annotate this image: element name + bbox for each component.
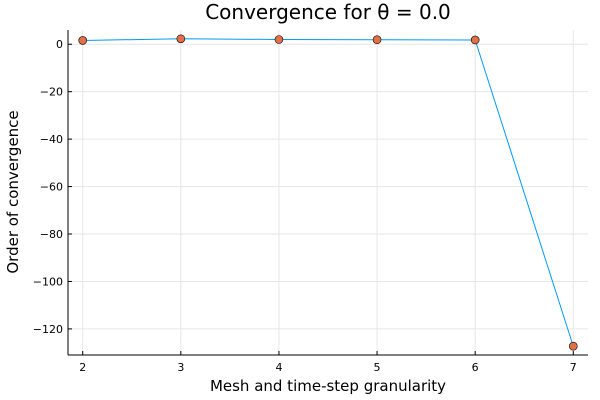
y-tick-label: −80 [40, 228, 63, 241]
ticks: 2 3 4 5 6 7 0 −20 −40 −60 −80 −100 −120 [33, 38, 577, 374]
y-tick-label: −60 [40, 181, 63, 194]
series [78, 34, 578, 351]
data-point [78, 36, 88, 45]
x-tick-label: 5 [374, 361, 381, 374]
x-tick-label: 3 [177, 361, 184, 374]
y-tick-label: −120 [33, 323, 63, 336]
data-point [470, 35, 480, 45]
x-tick-label: 6 [472, 361, 479, 374]
data-point [372, 35, 382, 45]
x-tick-label: 7 [570, 361, 577, 374]
y-axis-label: Order of convergence [4, 110, 22, 273]
series-line [82, 38, 574, 347]
y-tick-label: 0 [56, 38, 63, 51]
data-point [568, 341, 578, 351]
x-tick-label: 2 [79, 361, 86, 374]
x-axis-label: Mesh and time-step granularity [210, 377, 446, 395]
x-tick-label: 4 [275, 361, 282, 374]
data-point [274, 35, 284, 44]
y-tick-label: −100 [33, 275, 63, 288]
data-point [176, 34, 186, 44]
y-tick-label: −20 [40, 86, 63, 99]
chart-title: Convergence for θ = 0.0 [205, 0, 451, 24]
grid [68, 30, 588, 355]
y-tick-label: −40 [40, 133, 63, 146]
